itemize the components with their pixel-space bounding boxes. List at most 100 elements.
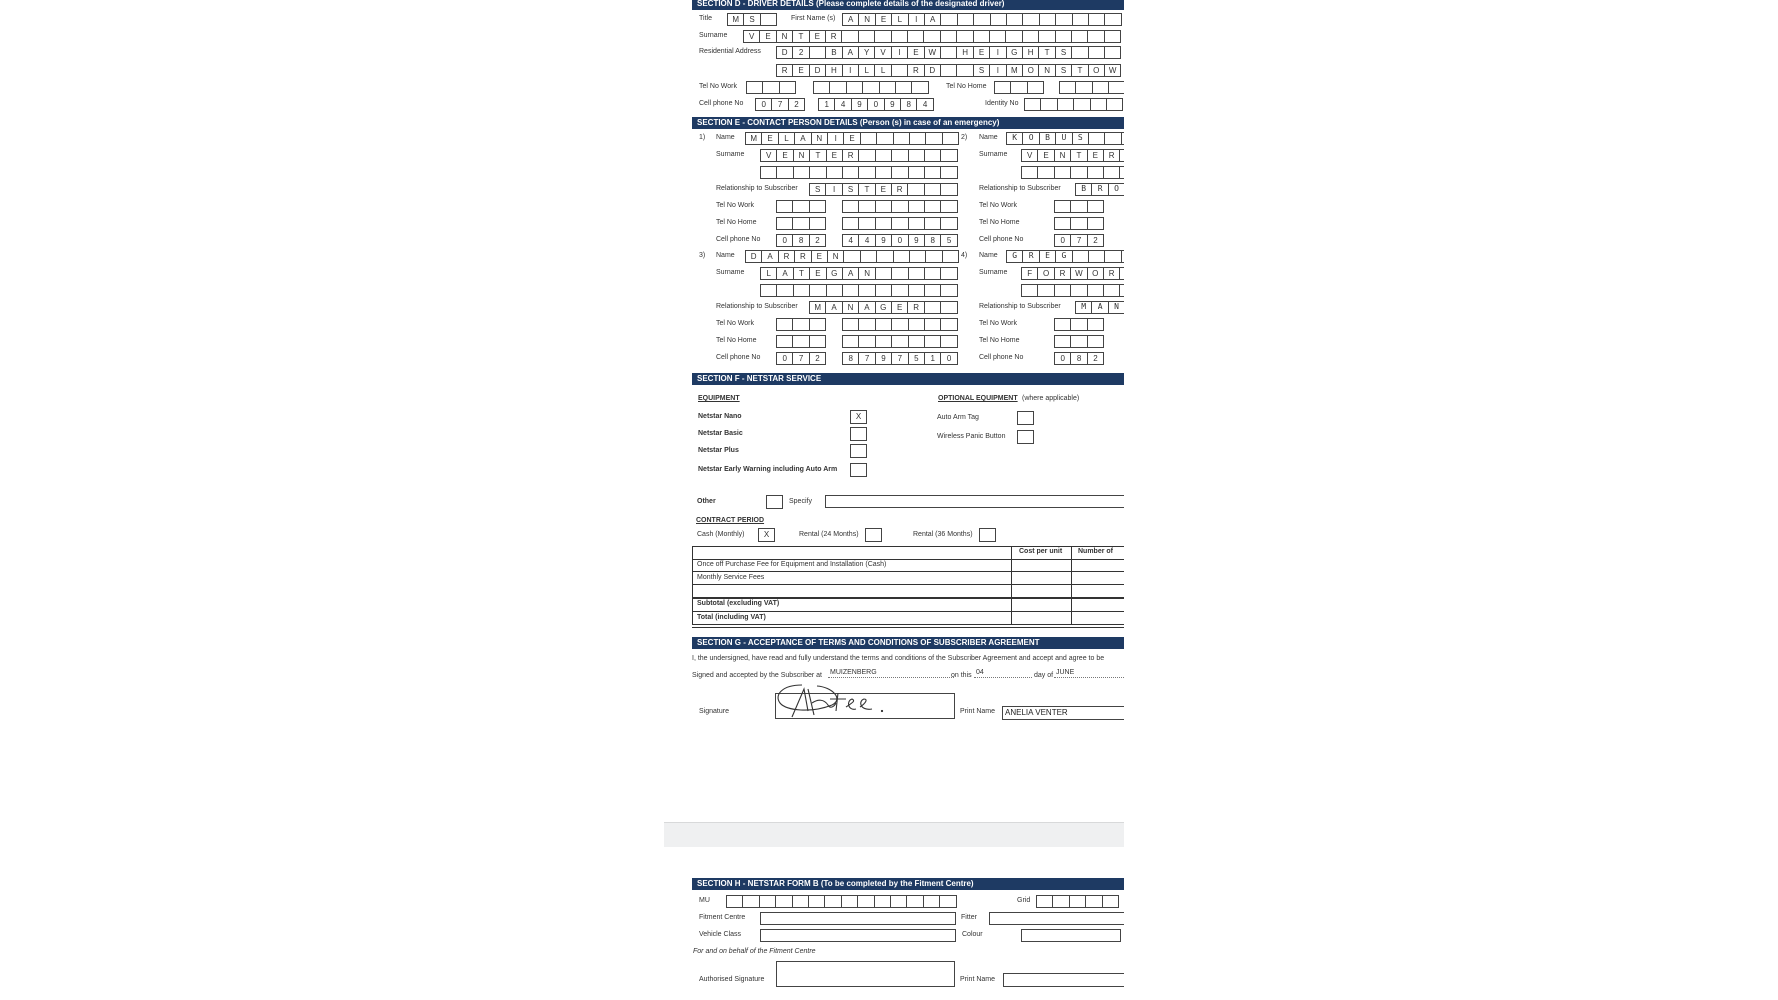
first-name-field-box[interactable] bbox=[1088, 12, 1106, 26]
contact-4-name-field-box[interactable] bbox=[1088, 249, 1106, 263]
equipment-checkbox[interactable] bbox=[850, 463, 867, 477]
first-name-field-box[interactable] bbox=[973, 12, 991, 26]
tel-home-number-box[interactable] bbox=[1108, 80, 1124, 94]
mu-field-box[interactable] bbox=[758, 894, 777, 908]
address-line2-field-box[interactable]: S bbox=[1054, 63, 1073, 77]
tel-work-number-box[interactable] bbox=[829, 80, 847, 94]
address-line1-field-box[interactable]: E bbox=[907, 45, 925, 59]
mu-field-box[interactable] bbox=[840, 894, 859, 908]
contact-1-tel-home-number-box[interactable] bbox=[874, 216, 893, 230]
contact-1-surname-field-box[interactable] bbox=[940, 148, 958, 162]
contact-1-tel-home-number-box[interactable] bbox=[940, 216, 958, 230]
contact-3-name-field-box[interactable]: N bbox=[827, 249, 845, 263]
contact-1-relationship-field-box[interactable]: R bbox=[891, 182, 909, 196]
address-line1-field-box[interactable] bbox=[1104, 45, 1122, 59]
contact-3-surname-extra-field-box[interactable] bbox=[924, 283, 942, 297]
contact-3-tel-home-code-box[interactable] bbox=[808, 334, 827, 348]
contact-3-surname-field-box[interactable] bbox=[924, 266, 942, 280]
contact-4-surname-extra-field-box[interactable] bbox=[1053, 283, 1072, 297]
fitter-field[interactable] bbox=[989, 912, 1124, 925]
contact-1-tel-work-number-box[interactable] bbox=[907, 199, 925, 213]
contact-3-surname-extra-field-box[interactable] bbox=[891, 283, 909, 297]
contact-3-relationship-field-box[interactable]: N bbox=[841, 300, 860, 314]
contact-4-name-field-box[interactable] bbox=[1120, 249, 1124, 263]
contact-2-tel-work-code-box[interactable] bbox=[1086, 199, 1105, 213]
contact-3-tel-work-code-box[interactable] bbox=[776, 317, 794, 331]
contact-1-relationship-field-box[interactable]: T bbox=[858, 182, 876, 196]
tel-home-number-box[interactable] bbox=[1059, 80, 1077, 94]
contact-3-cell-number-field-box[interactable]: 0 bbox=[940, 351, 958, 365]
contact-1-surname-extra-field-box[interactable] bbox=[760, 165, 778, 179]
contact-1-tel-work-code-box[interactable] bbox=[792, 199, 810, 213]
address-line2-field-box[interactable]: O bbox=[1022, 63, 1040, 77]
contact-2-surname-extra-field-box[interactable] bbox=[1119, 165, 1124, 179]
contact-3-name-field-box[interactable] bbox=[892, 249, 910, 263]
contact-1-surname-extra-field-box[interactable] bbox=[891, 165, 909, 179]
contact-3-tel-work-number-box[interactable] bbox=[940, 317, 958, 331]
address-line2-field-box[interactable]: T bbox=[1071, 63, 1089, 77]
cell-number-field-box[interactable]: 8 bbox=[900, 97, 918, 111]
contact-3-tel-home-number-box[interactable] bbox=[940, 334, 958, 348]
surname-field-box[interactable] bbox=[923, 29, 941, 43]
address-line1-field-box[interactable]: Y bbox=[858, 45, 876, 59]
contact-4-name-field-box[interactable] bbox=[1104, 249, 1122, 263]
contact-4-surname-field-box[interactable]: R bbox=[1103, 266, 1121, 280]
tel-home-code-box[interactable] bbox=[994, 80, 1012, 94]
contact-3-cell-number-field-box[interactable]: 1 bbox=[924, 351, 942, 365]
mu-field-box[interactable] bbox=[939, 894, 957, 908]
identity-field-box[interactable] bbox=[1089, 97, 1107, 111]
surname-field-box[interactable] bbox=[1021, 29, 1040, 43]
contact-3-surname-field-box[interactable]: G bbox=[825, 266, 843, 280]
contact-4-tel-work-code-box[interactable] bbox=[1086, 317, 1105, 331]
contract-option-checkbox[interactable] bbox=[865, 528, 882, 542]
address-line2-field-box[interactable]: M bbox=[1005, 63, 1023, 77]
contact-2-surname-extra-field-box[interactable] bbox=[1053, 165, 1072, 179]
tel-home-number-box[interactable] bbox=[1091, 80, 1110, 94]
address-line1-field-box[interactable] bbox=[1087, 45, 1105, 59]
address-line2-field-box[interactable]: O bbox=[1087, 63, 1105, 77]
address-line1-field-box[interactable]: E bbox=[972, 45, 991, 59]
title-field-box[interactable] bbox=[759, 12, 778, 26]
contact-1-cell-code-field-box[interactable]: 2 bbox=[808, 233, 827, 247]
first-name-field-box[interactable]: A bbox=[842, 12, 860, 26]
fitment-centre-field[interactable] bbox=[760, 912, 956, 925]
contact-3-tel-home-number-box[interactable] bbox=[874, 334, 893, 348]
contact-2-cell-code-field-box[interactable]: 0 bbox=[1054, 233, 1072, 247]
address-line2-field-box[interactable]: L bbox=[858, 63, 876, 77]
grid-field-box[interactable] bbox=[1085, 894, 1103, 908]
surname-field-box[interactable] bbox=[1038, 29, 1056, 43]
contact-1-cell-code-field-box[interactable]: 0 bbox=[776, 233, 794, 247]
surname-field-box[interactable] bbox=[989, 29, 1007, 43]
contact-1-surname-extra-field-box[interactable] bbox=[924, 165, 942, 179]
contact-1-surname-field-box[interactable]: T bbox=[809, 148, 827, 162]
title-field-box[interactable]: M bbox=[727, 12, 745, 26]
signed-at-field[interactable]: MUIZENBERG bbox=[828, 668, 954, 678]
mu-field-box[interactable] bbox=[824, 894, 842, 908]
contact-1-surname-field-box[interactable] bbox=[907, 148, 925, 162]
address-line1-field-box[interactable]: W bbox=[923, 45, 941, 59]
contact-1-surname-extra-field-box[interactable] bbox=[940, 165, 958, 179]
contact-1-name-field-box[interactable]: A bbox=[794, 131, 812, 145]
address-line1-field-box[interactable]: A bbox=[841, 45, 859, 59]
contact-2-name-field-box[interactable] bbox=[1120, 131, 1124, 145]
contact-1-cell-number-field-box[interactable]: 4 bbox=[842, 233, 860, 247]
identity-field-box[interactable] bbox=[1056, 97, 1075, 111]
address-line2-field-box[interactable]: S bbox=[972, 63, 991, 77]
contact-2-surname-extra-field-box[interactable] bbox=[1070, 165, 1088, 179]
contact-2-surname-field-box[interactable]: E bbox=[1086, 148, 1104, 162]
address-line2-field-box[interactable]: D bbox=[923, 63, 941, 77]
contact-1-tel-home-code-box[interactable] bbox=[792, 216, 810, 230]
contact-3-cell-number-field-box[interactable]: 8 bbox=[842, 351, 860, 365]
contact-3-tel-work-code-box[interactable] bbox=[792, 317, 810, 331]
contact-1-name-field-box[interactable]: L bbox=[777, 131, 796, 145]
contact-4-surname-extra-field-box[interactable] bbox=[1070, 283, 1088, 297]
contact-2-surname-field-box[interactable]: V bbox=[1021, 148, 1039, 162]
contact-1-tel-work-number-box[interactable] bbox=[891, 199, 909, 213]
contact-1-relationship-field-box[interactable] bbox=[923, 182, 942, 196]
address-line1-field-box[interactable]: I bbox=[989, 45, 1007, 59]
contact-3-name-field-box[interactable] bbox=[876, 249, 894, 263]
cell-number-field-box[interactable]: 9 bbox=[883, 97, 901, 111]
address-line2-field-box[interactable]: L bbox=[874, 63, 892, 77]
contact-1-surname-extra-field-box[interactable] bbox=[809, 165, 827, 179]
contact-3-surname-extra-field-box[interactable] bbox=[776, 283, 794, 297]
